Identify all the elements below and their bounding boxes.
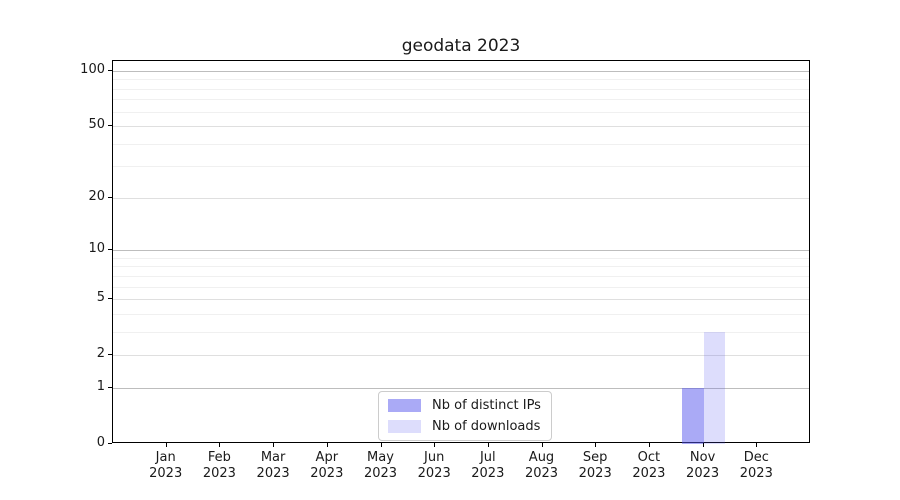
minor-gridline xyxy=(113,88,809,90)
minor-gridline xyxy=(113,286,809,288)
y-tick-label: 1 xyxy=(96,378,105,394)
y-tick-label: 5 xyxy=(96,290,105,306)
minor-gridline xyxy=(113,331,809,333)
legend-entry: Nb of distinct IPs xyxy=(388,398,541,413)
x-tick-mark xyxy=(648,443,650,447)
y-tick-mark xyxy=(108,196,112,198)
sub-gridline xyxy=(113,126,809,127)
x-tick-label: Mar 2023 xyxy=(256,450,290,481)
major-gridline xyxy=(113,387,809,389)
y-tick-label: 10 xyxy=(88,241,105,257)
x-tick-label: Dec 2023 xyxy=(739,450,773,481)
minor-gridline xyxy=(113,257,809,259)
x-tick-mark xyxy=(702,443,704,447)
y-tick-mark xyxy=(108,386,112,388)
chart-title: geodata 2023 xyxy=(401,36,521,56)
minor-gridline xyxy=(113,143,809,145)
x-tick-label: Apr 2023 xyxy=(310,450,344,481)
minor-gridline xyxy=(113,266,809,268)
x-tick-mark xyxy=(541,443,543,447)
y-tick-label: 0 xyxy=(96,435,105,450)
y-tick-mark xyxy=(108,249,112,251)
x-tick-label: May 2023 xyxy=(363,450,398,481)
y-axis: 0 1 2 5 10 20 50 100 xyxy=(0,60,112,450)
major-gridline xyxy=(113,70,809,72)
minor-gridline xyxy=(113,79,809,81)
x-tick-label: Jun 2023 xyxy=(417,450,451,481)
x-tick-mark xyxy=(326,443,328,447)
x-tick-label: Aug 2023 xyxy=(524,450,559,481)
y-tick-mark xyxy=(108,443,112,444)
minor-gridline xyxy=(113,99,809,101)
minor-gridline xyxy=(113,313,809,315)
legend-swatch xyxy=(388,399,421,412)
sub-gridline xyxy=(113,355,809,357)
x-tick-mark xyxy=(434,443,436,447)
x-tick-mark xyxy=(487,443,489,447)
x-axis: Jan 2023 Feb 2023 Mar 2023 Apr 2023 May 2023… xyxy=(112,443,810,500)
legend-swatch xyxy=(388,420,421,433)
x-tick-label: Jan 2023 xyxy=(149,450,183,481)
x-tick-mark xyxy=(273,443,275,447)
y-tick-label: 20 xyxy=(88,188,105,204)
y-tick-mark xyxy=(108,125,112,126)
y-tick-label: 100 xyxy=(80,61,105,77)
sub-gridline xyxy=(113,299,809,301)
sub-gridline xyxy=(113,197,809,199)
legend-label: Nb of downloads xyxy=(432,419,541,434)
x-tick-mark xyxy=(595,443,597,447)
x-tick-label: Feb 2023 xyxy=(202,450,236,481)
y-tick-label: 2 xyxy=(96,346,105,362)
y-tick-mark xyxy=(108,298,112,300)
plot-area: Nb of distinct IPs Nb of downloads xyxy=(112,60,810,444)
y-tick-mark xyxy=(108,69,112,71)
x-tick-label: Sep 2023 xyxy=(578,450,612,481)
y-tick-label: 50 xyxy=(88,117,105,132)
x-tick-mark xyxy=(219,443,221,447)
minor-gridline xyxy=(113,111,809,113)
x-tick-mark xyxy=(756,443,758,447)
legend-label: Nb of distinct IPs xyxy=(432,398,541,413)
x-tick-label: Nov 2023 xyxy=(686,450,720,481)
major-gridline xyxy=(113,250,809,252)
bar-nb-of-distinct-ips xyxy=(682,387,704,444)
legend-entry: Nb of downloads xyxy=(388,419,541,434)
bar-nb-of-downloads xyxy=(703,331,726,444)
x-tick-mark xyxy=(165,443,167,447)
minor-gridline xyxy=(113,275,809,277)
x-tick-label: Oct 2023 xyxy=(632,450,666,481)
x-tick-mark xyxy=(380,443,382,447)
x-tick-label: Jul 2023 xyxy=(471,450,505,481)
minor-gridline xyxy=(113,166,809,168)
legend: Nb of distinct IPs Nb of downloads xyxy=(378,391,552,441)
y-tick-mark xyxy=(108,354,112,356)
